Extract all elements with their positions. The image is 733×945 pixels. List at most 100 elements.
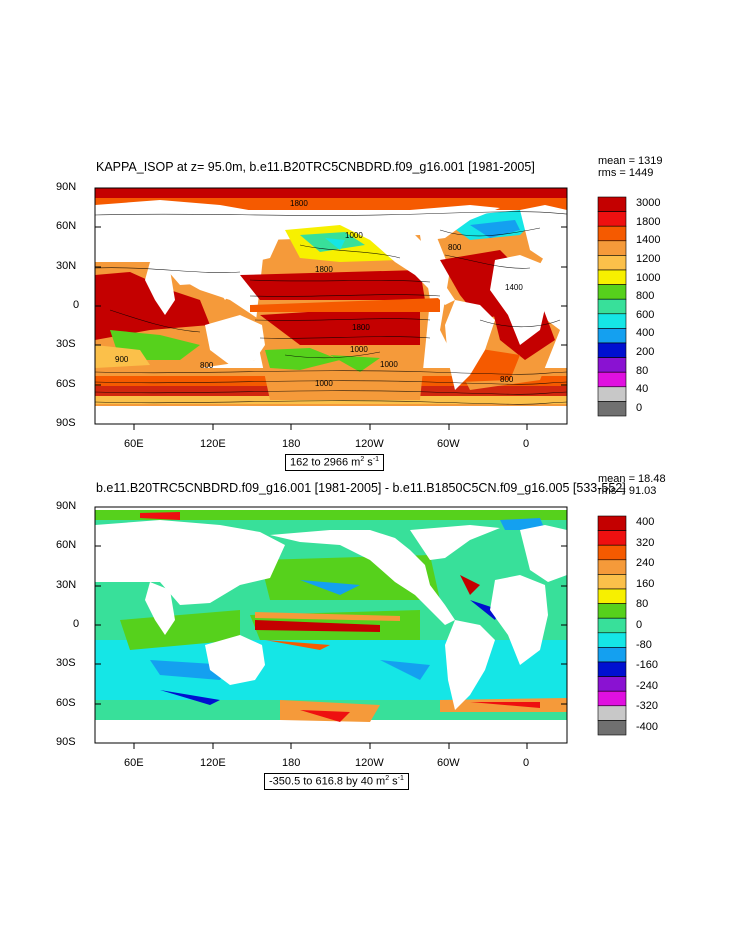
lon-label-120e: 120E	[200, 757, 226, 769]
contour-label: 800	[200, 361, 214, 370]
lon-label-0: 0	[523, 438, 530, 450]
colorbar-label: -160	[636, 659, 659, 672]
lat-label-60s: 60S	[56, 697, 76, 709]
lat-label-60s: 60S	[56, 378, 76, 390]
panel1-rms: rms = 1449	[598, 167, 654, 179]
panel1-title: KAPPA_ISOP at z= 95.0m, b.e11.B20TRC5CNB…	[96, 160, 535, 174]
axis-ticks	[95, 187, 567, 749]
colorbar-label: 1000	[636, 271, 661, 284]
colorbar-label: 600	[636, 308, 655, 321]
colorbar-label: 0	[636, 618, 643, 631]
colorbar-label: 320	[636, 536, 655, 549]
colorbar-swatch	[597, 515, 627, 531]
lat-label-30s: 30S	[56, 657, 76, 669]
contour-label: 1000	[345, 231, 363, 240]
colorbar-swatch	[597, 240, 627, 256]
panel2-ocean-field	[95, 507, 567, 743]
colorbar-swatch	[597, 603, 627, 619]
range-text: 162 to 2966 m	[290, 456, 361, 469]
lon-label-120e: 120E	[200, 438, 226, 450]
colorbar-swatch	[597, 255, 627, 271]
contour-label: 1800	[352, 323, 370, 332]
contour-label: 900	[115, 355, 129, 364]
lon-label-60e: 60E	[124, 757, 144, 769]
colorbar-label: 1400	[636, 234, 661, 247]
range-unit: s	[364, 456, 373, 469]
lon-label-60w: 60W	[437, 757, 460, 769]
contour-label: 800	[500, 375, 514, 384]
colorbar-swatch	[597, 705, 627, 721]
lon-label-180: 180	[282, 438, 301, 450]
colorbar-label: -240	[636, 679, 659, 692]
lat-label-90s: 90S	[56, 736, 76, 748]
lon-label-60e: 60E	[124, 438, 144, 450]
colorbar-swatch	[597, 588, 627, 604]
colorbar-swatch	[597, 371, 627, 388]
colorbar-label: 200	[636, 345, 655, 358]
lat-label-30s: 30S	[56, 338, 76, 350]
range-sup: 2	[360, 456, 365, 463]
range-unit: s	[389, 775, 398, 788]
colorbar-label: 800	[636, 290, 655, 303]
panel1-ocean-field	[95, 188, 567, 424]
panel2-title: b.e11.B20TRC5CNBDRD.f09_g16.001 [1981-20…	[96, 481, 626, 495]
colorbar-label: 0	[636, 401, 643, 414]
colorbar-label: 160	[636, 577, 655, 590]
colorbar-swatch	[597, 661, 627, 677]
contour-label: 1000	[380, 360, 398, 369]
contour-label: 1800	[315, 265, 333, 274]
range-sup: 2	[385, 775, 390, 782]
colorbar-swatch	[597, 386, 627, 402]
colorbar-label: 80	[636, 364, 649, 377]
colorbar-label: 400	[636, 516, 655, 529]
colorbar-swatch	[597, 298, 627, 315]
lon-label-0: 0	[523, 757, 530, 769]
panel2-rms: rms = 91.03	[598, 485, 657, 497]
lat-label-0: 0	[73, 618, 80, 630]
colorbar-label: 80	[636, 598, 649, 611]
contour-label: 1400	[505, 283, 523, 292]
panel1-colorbar	[597, 196, 627, 417]
colorbar-label: -320	[636, 700, 659, 713]
panel2-range-box: -350.5 to 616.8 by 40 m2 s-1	[264, 773, 409, 790]
lat-label-90n: 90N	[56, 181, 77, 193]
colorbar-swatch	[597, 357, 627, 373]
panel1-contour-labels: 1800 1000 1800 1800 1000 800 900 1000 80…	[115, 199, 523, 388]
colorbar-swatch	[597, 632, 627, 648]
colorbar-swatch	[597, 720, 627, 736]
panel2-mean: mean = 18.48	[598, 473, 666, 485]
lat-label-30n: 30N	[56, 579, 77, 591]
colorbar-swatch	[597, 530, 627, 546]
lat-label-90s: 90S	[56, 417, 76, 429]
colorbar-swatch	[597, 690, 627, 707]
colorbar-label: 3000	[636, 197, 661, 210]
colorbar-label: 240	[636, 557, 655, 570]
range-sup: -1	[397, 775, 404, 782]
contour-label: 800	[448, 243, 462, 252]
lat-label-60n: 60N	[56, 539, 77, 551]
colorbar-swatch	[597, 342, 627, 358]
range-text: -350.5 to 616.8 by 40 m	[269, 775, 386, 788]
lon-label-60w: 60W	[437, 438, 460, 450]
colorbar-swatch	[597, 544, 627, 561]
contour-label: 1000	[350, 345, 368, 354]
colorbar-swatch	[597, 401, 627, 417]
colorbar-swatch	[597, 617, 627, 634]
colorbar-label: -400	[636, 720, 659, 733]
colorbar-swatch	[597, 211, 627, 227]
colorbar-swatch	[597, 284, 627, 300]
colorbar-swatch	[597, 574, 627, 590]
lon-label-120w: 120W	[355, 438, 384, 450]
panel2-colorbar	[597, 515, 627, 736]
colorbar-swatch	[597, 559, 627, 575]
lat-label-0: 0	[73, 299, 80, 311]
lat-label-60n: 60N	[56, 220, 77, 232]
colorbar-swatch	[597, 313, 627, 329]
range-sup: -1	[372, 456, 380, 463]
colorbar-label: 400	[636, 327, 655, 340]
contour-label: 1000	[315, 379, 333, 388]
colorbar-swatch	[597, 225, 627, 242]
colorbar-swatch	[597, 196, 627, 212]
lon-label-180: 180	[282, 757, 301, 769]
